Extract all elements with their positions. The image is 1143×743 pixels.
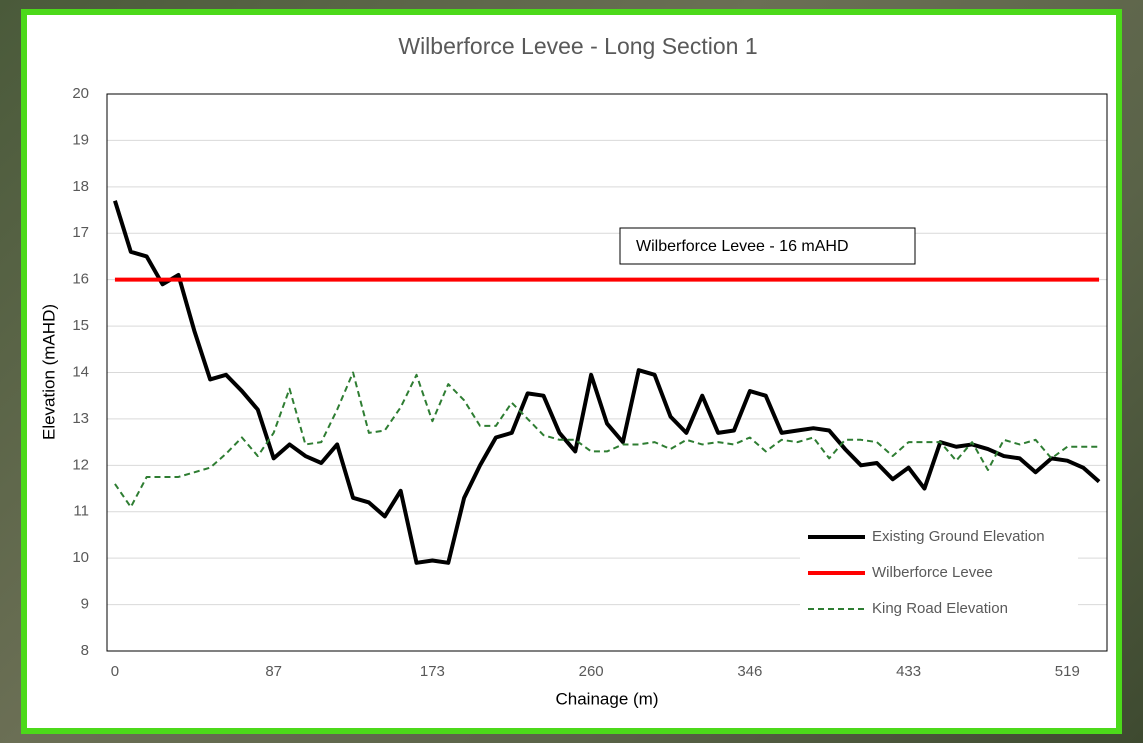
y-tick-label: 11: [73, 503, 89, 520]
y-tick-label: 12: [72, 456, 89, 473]
page: Wilberforce Levee - Long Section 1 Chain…: [0, 0, 1143, 743]
x-tick-label: 260: [579, 663, 604, 680]
y-tick-label: 16: [72, 271, 89, 288]
y-axis-label: Elevation (mAHD): [39, 304, 58, 440]
y-tick-label: 13: [72, 410, 89, 427]
y-tick-label: 8: [81, 642, 89, 659]
x-tick-label: 433: [896, 663, 921, 680]
x-tick-label: 0: [111, 663, 119, 680]
x-tick-label: 346: [737, 663, 762, 680]
x-tick-label: 87: [265, 663, 282, 680]
chart-title: Wilberforce Levee - Long Section 1: [398, 33, 757, 59]
x-axis-label: Chainage (m): [556, 689, 659, 708]
legend-label: Wilberforce Levee: [872, 564, 993, 581]
y-tick-label: 14: [72, 363, 89, 380]
legend-label: King Road Elevation: [872, 600, 1008, 617]
legend-label: Existing Ground Elevation: [872, 528, 1045, 545]
annotation: Wilberforce Levee - 16 mAHD: [636, 238, 849, 255]
y-tick-label: 17: [72, 224, 89, 241]
x-tick-label: 173: [420, 663, 445, 680]
y-tick-label: 9: [81, 596, 89, 613]
x-tick-label: 519: [1055, 663, 1080, 680]
y-tick-label: 18: [72, 178, 89, 195]
chart: Wilberforce Levee - Long Section 1 Chain…: [0, 0, 1143, 743]
y-tick-label: 19: [72, 131, 89, 148]
y-tick-label: 20: [72, 85, 89, 102]
y-tick-label: 15: [72, 317, 89, 334]
y-tick-label: 10: [72, 549, 89, 566]
